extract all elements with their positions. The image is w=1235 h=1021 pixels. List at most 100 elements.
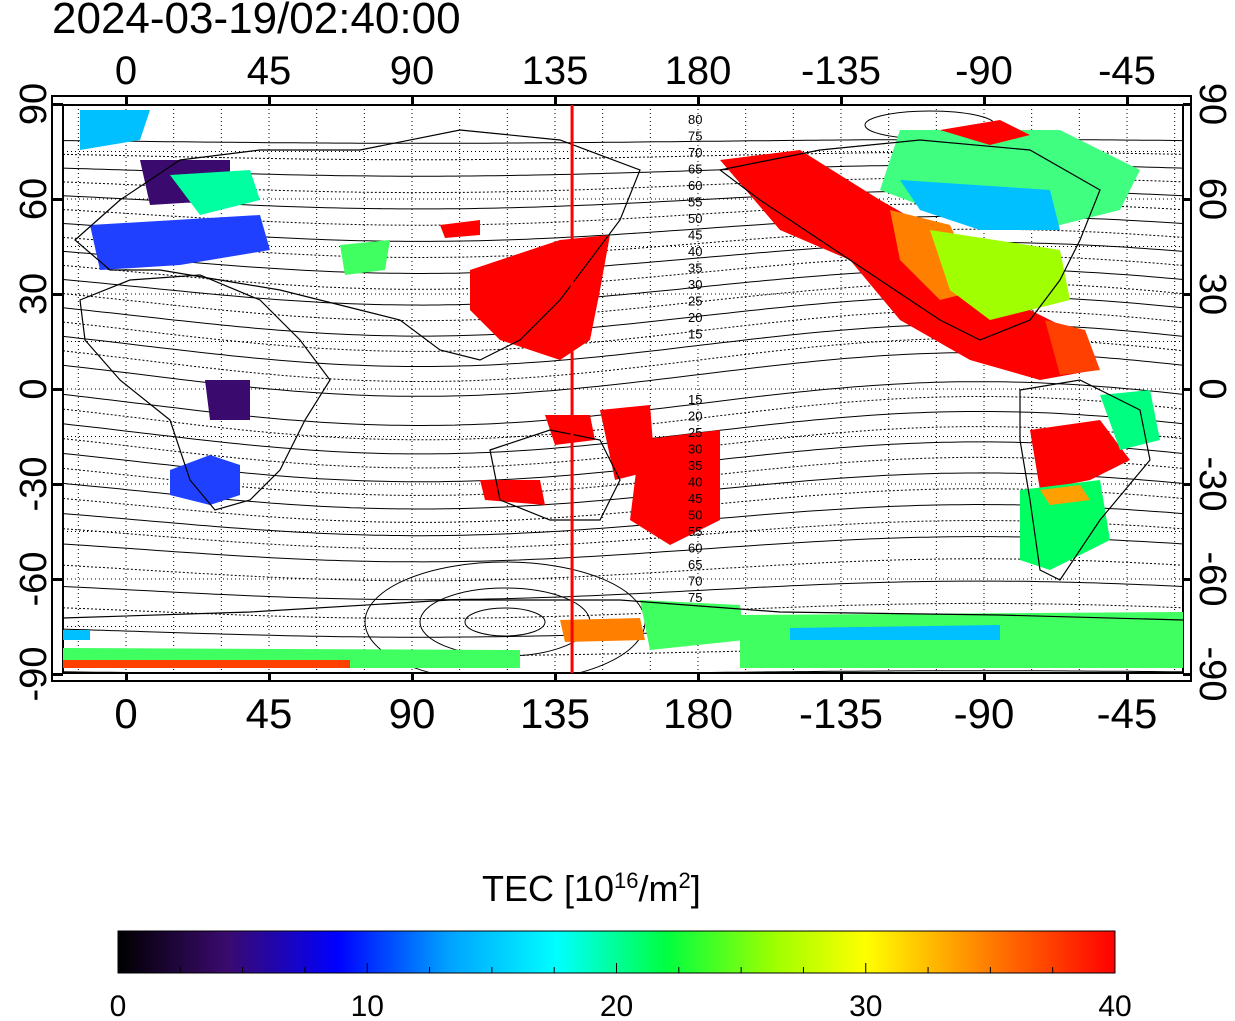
magnetic-latitude-contour (63, 580, 1183, 601)
magnetic-latitude-contour (63, 255, 1183, 290)
contour-label: 45 (688, 491, 702, 506)
tec-patch (205, 380, 250, 420)
lat-tick-right (1183, 673, 1191, 676)
tec-patch (170, 455, 240, 505)
contour-label: 75 (688, 590, 702, 605)
axis-labels: 0 45 90 135 180 -135 -90 -450 45 90 135 180 -135 -90-… (13, 49, 1233, 737)
contour-label: 60 (688, 178, 702, 193)
contour-label: 25 (688, 294, 702, 309)
magnetic-latitude-contour (63, 536, 1183, 563)
tec-patch (940, 120, 1030, 145)
colorbar-tick-label: 40 (1098, 990, 1131, 1021)
lat-tick-left (52, 293, 63, 296)
magnetic-latitude-contour (63, 456, 1183, 496)
tec-patch (900, 180, 1060, 230)
tec-patch (480, 480, 545, 505)
contour-label: 35 (688, 458, 702, 473)
colorbar-title-unit: /m (638, 868, 679, 909)
lat-tick-right (1183, 483, 1191, 486)
bottom-lon-label: 180 (663, 690, 733, 737)
lat-tick-left (52, 483, 63, 486)
contour-label: 50 (688, 211, 702, 226)
colorbar-title-text: TEC [10 (482, 868, 615, 909)
left-lat-label: 60 (13, 178, 55, 220)
bottom-lon-label: 45 (246, 690, 293, 737)
contour-label: 30 (688, 277, 702, 292)
map-timestamp: 2024-03-19/02:40:00 (52, 0, 461, 43)
coastline (1019, 379, 1151, 581)
right-lat-label: 30 (1191, 273, 1233, 315)
lat-tick-left (52, 673, 63, 676)
lon-tick-bottom (554, 673, 557, 681)
contour-label: 55 (688, 195, 702, 210)
tec-patch (640, 600, 745, 650)
bottom-lon-label: 0 (114, 690, 137, 737)
top-lon-label: -45 (1098, 49, 1156, 93)
colorbar-title-end: ] (690, 868, 701, 909)
lat-tick-left (52, 103, 63, 106)
contour-label: 25 (688, 425, 702, 440)
coastline (718, 139, 1101, 341)
lat-tick-right (1183, 388, 1191, 391)
contour-label: 45 (688, 228, 702, 243)
contour-labels: 8075706560555045403530252015152025303540… (688, 112, 702, 605)
bottom-lon-label: -90 (954, 690, 1015, 737)
contour-label: 75 (688, 129, 702, 144)
contour-label: 20 (688, 310, 702, 325)
lon-tick-top (125, 96, 128, 105)
contour-label: 65 (688, 557, 702, 572)
left-lat-label: -60 (13, 552, 55, 607)
lon-tick-bottom (1126, 673, 1129, 681)
contour-label: 60 (688, 541, 702, 556)
contour-label: 65 (688, 162, 702, 177)
magnetic-pole-contour (464, 607, 546, 637)
coastlines (63, 129, 1183, 621)
magnetic-latitude-contour (63, 202, 1183, 226)
lon-tick-bottom (983, 673, 986, 681)
contour-label: 30 (688, 442, 702, 457)
lon-tick-bottom (697, 673, 700, 681)
lon-tick-top (554, 96, 557, 105)
tec-patch (930, 230, 1070, 320)
lat-tick-left (52, 198, 63, 201)
contour-label: 70 (688, 574, 702, 589)
lon-tick-bottom (268, 673, 271, 681)
bottom-lon-label: 135 (520, 690, 590, 737)
coastline (79, 274, 331, 511)
tec-patch (630, 430, 720, 545)
lat-tick-left (52, 388, 63, 391)
magnetic-latitude-contour (63, 558, 1183, 582)
tec-patch (63, 630, 90, 640)
contour-label: 40 (688, 244, 702, 259)
left-lat-label: 0 (13, 378, 55, 399)
contour-label: 15 (688, 327, 702, 342)
tec-patch (560, 618, 645, 642)
left-lat-label: -30 (13, 457, 55, 512)
left-lat-label: 90 (13, 83, 55, 125)
top-lon-label: 0 (115, 49, 137, 93)
colorbar-title: TEC [1016/m2] (482, 868, 701, 910)
contour-label: 15 (688, 392, 702, 407)
top-lon-label: 90 (390, 49, 435, 93)
bottom-lon-label: -135 (799, 690, 883, 737)
axis-ticks (52, 96, 1191, 681)
coastline (63, 599, 1183, 621)
tec-patch (90, 215, 270, 270)
colorbar-ticks: 0 10 20 30 40 (110, 963, 1132, 1021)
magnetic-latitude-contour (63, 472, 1183, 510)
left-lat-label: 30 (13, 273, 55, 315)
lat-tick-right (1183, 103, 1191, 106)
lon-tick-top (697, 96, 700, 105)
lon-tick-bottom (125, 673, 128, 681)
colorbar-tick-label: 0 (110, 990, 127, 1021)
lon-tick-top (1126, 96, 1129, 105)
tec-patch (1040, 485, 1090, 505)
lon-tick-top (411, 96, 414, 105)
right-lat-label: 0 (1191, 378, 1233, 399)
lon-tick-top (983, 96, 986, 105)
lon-tick-bottom (411, 673, 414, 681)
magnetic-latitude-contour (63, 504, 1183, 537)
top-lon-label: 180 (665, 49, 732, 93)
tec-patch (170, 170, 260, 215)
